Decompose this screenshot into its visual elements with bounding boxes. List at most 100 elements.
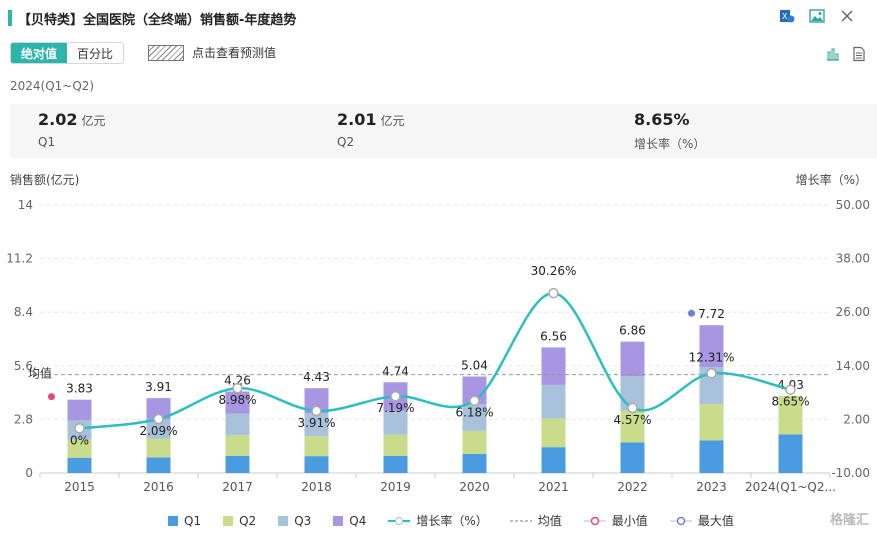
y-right-tick-label: 26.00: [836, 305, 870, 319]
growth-label: 8.98%: [218, 393, 256, 407]
summary-q2-unit: 亿元: [380, 114, 405, 128]
legend-q4-swatch: [333, 515, 344, 526]
bar-q3: [462, 404, 487, 431]
bar-total-label: 3.83: [66, 382, 93, 396]
y-right-tick-label: 14.00: [836, 359, 870, 373]
summary-q2-label: Q2: [337, 135, 355, 149]
y-left-tick-label: 8.4: [14, 305, 33, 319]
legend-q3[interactable]: Q3: [278, 514, 311, 528]
legend-max[interactable]: 最大值: [669, 512, 734, 529]
growth-point: [627, 402, 638, 414]
growth-point: [232, 382, 243, 394]
bar-total-label: 7.72: [698, 307, 725, 321]
title-bar: 【贝特类】全国医院（全终端）销售额-年度趋势: [8, 8, 296, 28]
summary-q1: 2.02 亿元 Q1: [38, 110, 106, 149]
period-label: 2024(Q1~Q2): [10, 79, 95, 93]
bar-q2: [383, 434, 408, 456]
growth-point: [548, 287, 559, 299]
tab-percent[interactable]: 百分比: [67, 43, 124, 63]
title-accent: [8, 10, 12, 26]
x-tick-label: 2015: [64, 480, 95, 494]
bar-q1: [778, 434, 803, 473]
bar-q3: [146, 419, 171, 439]
bar-q4: [541, 347, 566, 385]
y-left-tick-label: 11.2: [6, 252, 33, 266]
bar-q2: [304, 436, 329, 457]
x-tick-label: 2020: [459, 480, 490, 494]
bar-q4: [225, 391, 250, 414]
bar-q2: [146, 438, 171, 458]
x-tick-label: 2024(Q1~Q2...: [745, 480, 836, 494]
image-export-icon[interactable]: [809, 8, 825, 24]
growth-point: [390, 390, 401, 402]
y-right-tick-label: 50.00: [836, 198, 870, 212]
y-right-tick-label: -10.00: [831, 466, 870, 480]
bar-total-label: 3.91: [145, 380, 172, 394]
legend-avg-label: 均值: [537, 514, 562, 528]
legend-q4[interactable]: Q4: [333, 514, 366, 528]
growth-point: [469, 395, 480, 406]
legend-q3-swatch: [278, 515, 289, 526]
bar-q2: [67, 439, 92, 458]
bar-q3: [225, 413, 250, 436]
hatch-pattern-icon: [148, 44, 184, 61]
legend-min[interactable]: 最小值: [583, 512, 648, 529]
min-marker: [48, 393, 55, 401]
legend-max-swatch: [669, 516, 692, 525]
legend-q2-label: Q2: [239, 513, 257, 528]
bar-q2: [541, 418, 566, 448]
growth-label: 30.26%: [531, 264, 577, 278]
bar-q1: [620, 442, 645, 473]
forecast-toggle[interactable]: 点击查看预测值: [148, 44, 276, 61]
y-axis-left-title: 销售额(亿元): [10, 173, 80, 187]
legend-growth-swatch: [388, 516, 411, 525]
y-left-tick-label: 2.8: [14, 412, 33, 426]
growth-label: 7.19%: [376, 401, 414, 415]
x-tick-label: 2019: [380, 480, 411, 494]
bar-q2: [620, 410, 645, 443]
x-tick-label: 2017: [222, 480, 253, 494]
bar-q1: [146, 457, 171, 473]
summary-q1-value: 2.02: [38, 110, 78, 129]
growth-label: 6.18%: [455, 406, 493, 420]
legend-q4-label: Q4: [349, 513, 367, 528]
excel-export-icon[interactable]: X: [779, 8, 795, 24]
legend-max-label: 最大值: [697, 514, 734, 528]
bar-q1: [67, 457, 92, 473]
y-left-tick-label: 0: [25, 466, 33, 480]
growth-point: [153, 413, 164, 425]
bar-q1: [304, 456, 329, 473]
bar-chart-icon[interactable]: [825, 46, 841, 62]
legend-q2[interactable]: Q2: [223, 514, 256, 528]
bar-q4: [67, 399, 92, 421]
svg-text:X: X: [782, 12, 788, 21]
bar-q1: [699, 440, 724, 473]
bar-q1: [225, 455, 250, 473]
y-left-tick-label: 14: [18, 198, 33, 212]
legend-q1[interactable]: Q1: [168, 514, 201, 528]
growth-point: [706, 368, 717, 379]
summary-growth-label: 增长率（%）: [634, 137, 706, 151]
summary-growth: 8.65% 增长率（%）: [634, 110, 705, 152]
bar-q2: [699, 404, 724, 441]
close-icon[interactable]: [839, 8, 855, 24]
top-toolbar: X: [779, 8, 855, 24]
x-tick-label: 2016: [143, 480, 174, 494]
legend-growth[interactable]: 增长率（%）: [388, 512, 488, 529]
tab-absolute[interactable]: 绝对值: [11, 43, 68, 63]
value-mode-toggle: 绝对值 百分比: [10, 42, 125, 64]
growth-point: [311, 405, 322, 417]
bar-total-label: 6.86: [619, 324, 646, 338]
summary-q2: 2.01 亿元 Q2: [337, 110, 405, 149]
growth-label: 4.57%: [613, 413, 651, 427]
legend-avg[interactable]: 均值: [509, 512, 562, 529]
growth-point: [785, 384, 796, 395]
y-left-tick-label: 5.6: [14, 359, 33, 373]
growth-label: 0%: [70, 433, 89, 447]
legend-q3-label: Q3: [294, 513, 312, 528]
bar-q2: [225, 435, 250, 456]
growth-rate-line: [79, 291, 791, 430]
summary-growth-value: 8.65%: [634, 110, 690, 129]
table-view-icon[interactable]: [851, 46, 867, 62]
